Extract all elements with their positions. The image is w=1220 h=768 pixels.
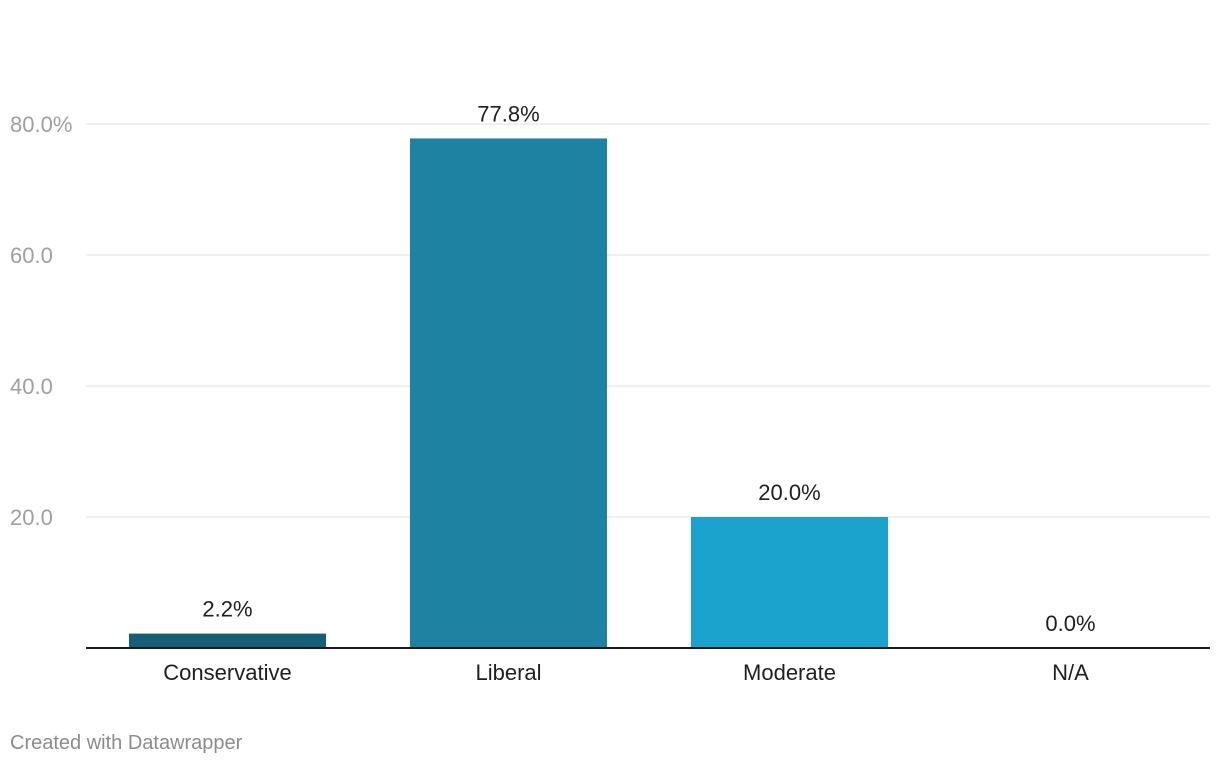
x-tick-label: N/A <box>1052 660 1089 685</box>
x-tick-label: Conservative <box>163 660 291 685</box>
bars <box>129 138 888 648</box>
x-axis-ticks: Conservative Liberal Moderate N/A <box>163 660 1089 685</box>
data-labels: 2.2% 77.8% 20.0% 0.0% <box>202 101 1095 636</box>
data-label: 20.0% <box>758 480 820 505</box>
bar-conservative <box>129 633 326 648</box>
credit-text: Created with Datawrapper <box>10 732 243 754</box>
y-axis-ticks: 20.0 40.0 60.0 80.0% <box>10 112 72 530</box>
bar-liberal <box>410 138 607 648</box>
data-label: 77.8% <box>477 101 539 126</box>
x-tick-label: Liberal <box>475 660 541 685</box>
y-tick-label: 40.0 <box>10 374 53 399</box>
data-label: 0.0% <box>1045 611 1095 636</box>
bar-moderate <box>691 517 888 648</box>
y-tick-label: 60.0 <box>10 243 53 268</box>
y-tick-label: 20.0 <box>10 505 53 530</box>
y-tick-label: 80.0% <box>10 112 72 137</box>
x-tick-label: Moderate <box>743 660 836 685</box>
data-label: 2.2% <box>202 597 252 622</box>
gridlines <box>86 123 1210 518</box>
